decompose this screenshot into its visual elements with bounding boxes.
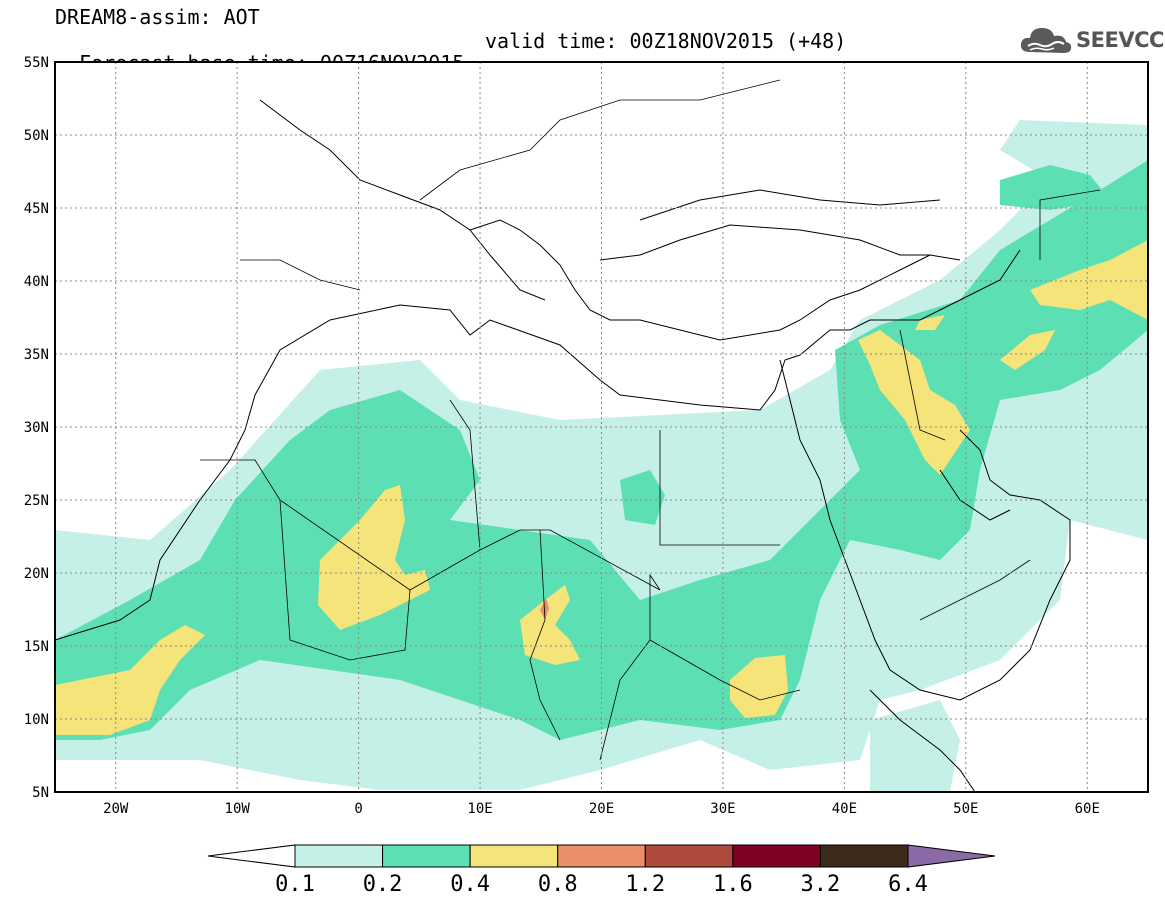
colorbar-swatch [819, 844, 909, 868]
colorbar-swatch [644, 844, 734, 868]
lat-label: 55N [24, 55, 49, 71]
colorbar-swatch [469, 844, 559, 868]
colorbar-under-triangle [207, 844, 296, 868]
lat-label: 15N [24, 639, 49, 655]
lat-label: 10N [24, 712, 49, 728]
lon-label: 50E [953, 801, 978, 817]
longitude-labels: 20W 10W 0 10E 20E 30E 40E 50E 60E [103, 801, 1100, 817]
colorbar-threshold-label: 3.2 [800, 872, 841, 897]
colorbar-threshold-label: 0.1 [275, 872, 315, 897]
colorbar-swatch [382, 844, 471, 868]
colorbar-swatch [732, 844, 821, 868]
cloud-icon [1020, 28, 1072, 53]
colorbar-threshold-label: 6.4 [888, 872, 928, 897]
lon-label: 60E [1075, 801, 1100, 817]
aot-band-0.4 [55, 240, 1148, 735]
lon-label: 30E [710, 801, 735, 817]
lat-label: 35N [24, 347, 49, 363]
seevccc-logo: SEEVCCC [1018, 22, 1165, 58]
colorbar-swatch [294, 844, 384, 868]
borders [200, 79, 1101, 761]
colorbar-swatch [557, 844, 646, 868]
lon-label: 10W [225, 801, 251, 817]
lat-label: 20N [24, 566, 49, 582]
lat-label: 45N [24, 201, 49, 217]
logo-text: SEEVCCC [1076, 28, 1165, 52]
colorbar-threshold-label: 0.8 [537, 872, 578, 897]
colorbar-threshold-label: 1.2 [625, 872, 666, 897]
lat-label: 50N [24, 128, 49, 144]
lon-label: 20W [103, 801, 129, 817]
colorbar-threshold-label: 0.2 [362, 872, 403, 897]
lat-label: 30N [24, 420, 49, 436]
lon-label: 20E [589, 801, 614, 817]
lon-label: 0 [354, 801, 362, 817]
map-frame [54, 61, 1149, 793]
colorbar-over-triangle [907, 844, 996, 868]
chart-title: DREAM8-assim: AOT [55, 5, 260, 29]
colorbar-threshold-label: 1.6 [712, 872, 753, 897]
latitude-labels: 55N 50N 45N 40N 35N 30N 25N 20N 15N 10N 5N [24, 55, 49, 801]
colorbar-threshold-label: 0.4 [450, 872, 491, 897]
lon-label: 40E [832, 801, 857, 817]
valid-time: valid time: 00Z18NOV2015 (+48) [485, 29, 847, 53]
coastlines [55, 99, 1071, 792]
colorbar [207, 844, 996, 868]
lat-label: 40N [24, 274, 49, 290]
graticule [55, 62, 1148, 792]
lat-label: 5N [32, 785, 49, 801]
lat-label: 25N [24, 493, 49, 509]
lon-label: 10E [467, 801, 492, 817]
